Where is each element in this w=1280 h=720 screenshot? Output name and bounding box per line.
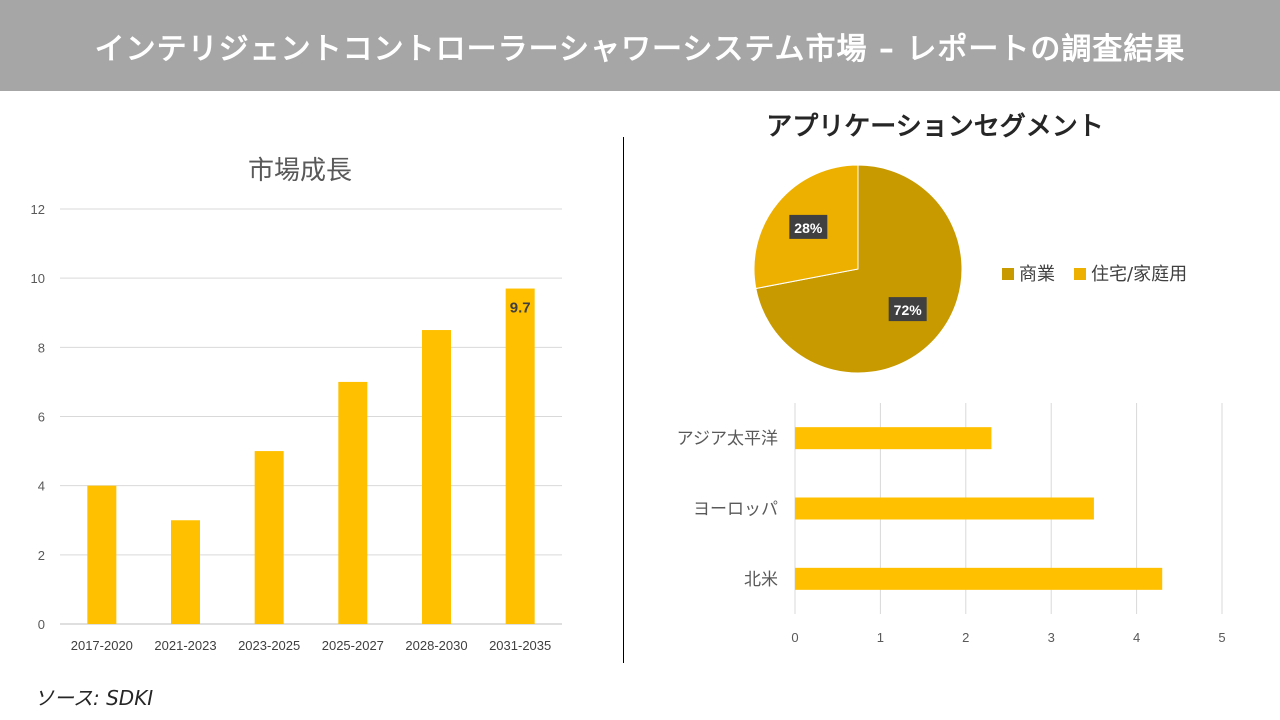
x-category-label: 2023-2025	[238, 638, 300, 653]
region-label: 北米	[744, 570, 778, 590]
region-bar	[795, 427, 992, 450]
growth-bar	[254, 451, 284, 624]
bar-data-label: 9.7	[510, 300, 531, 317]
x-tick-label: 4	[1133, 630, 1140, 645]
application-segment-title: アプリケーションセグメント	[766, 112, 1104, 142]
growth-bar	[422, 330, 451, 624]
pie-label-box	[888, 297, 927, 322]
section-divider	[623, 137, 624, 663]
market-growth-title: 市場成長	[247, 156, 352, 186]
pie-value-label: 28%	[794, 220, 823, 236]
pie-value-label: 72%	[894, 302, 923, 318]
y-tick-label: 0	[38, 617, 45, 632]
region-label: アジア太平洋	[677, 429, 778, 449]
growth-bar	[171, 520, 200, 624]
region-bar	[795, 567, 1163, 590]
x-category-label: 2021-2023	[154, 638, 216, 653]
y-tick-label: 4	[38, 479, 45, 494]
growth-bar	[87, 485, 117, 624]
report-banner-title: インテリジェントコントローラーシャワーシステム市場 – レポートの調査結果	[0, 0, 1280, 91]
legend-swatch	[1002, 268, 1014, 280]
x-tick-label: 0	[791, 630, 798, 645]
region-bar	[795, 497, 1094, 520]
legend-label: 商業	[1019, 264, 1055, 285]
growth-bar	[338, 381, 368, 624]
x-category-label: 2031-2035	[489, 638, 551, 653]
pie-label-box	[789, 214, 828, 239]
x-tick-label: 1	[877, 630, 884, 645]
x-tick-label: 5	[1218, 630, 1225, 645]
legend-swatch	[1074, 268, 1086, 280]
x-category-label: 2017-2020	[71, 638, 133, 653]
y-tick-label: 8	[38, 340, 45, 355]
x-tick-label: 2	[962, 630, 969, 645]
legend-label: 住宅/家庭用	[1091, 264, 1187, 285]
growth-bar	[505, 288, 535, 624]
x-tick-label: 3	[1048, 630, 1055, 645]
source-note: ソース: SDKI	[34, 686, 154, 710]
y-tick-label: 12	[31, 202, 45, 217]
x-category-label: 2025-2027	[322, 638, 384, 653]
y-tick-label: 2	[38, 548, 45, 563]
y-tick-label: 10	[31, 271, 45, 286]
y-tick-label: 6	[38, 410, 45, 425]
region-label: ヨーロッパ	[693, 500, 778, 520]
x-category-label: 2028-2030	[405, 638, 467, 653]
